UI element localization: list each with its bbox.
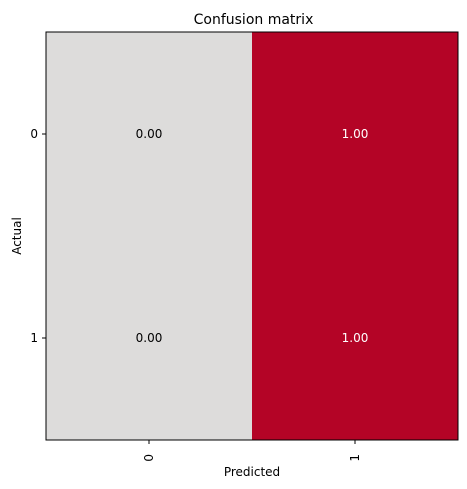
x-tick-label-1: 1 xyxy=(348,454,362,462)
heatmap-cell-r1-c0 xyxy=(46,236,252,440)
y-tick-label-1: 1 xyxy=(30,331,38,345)
x-tick-label-0: 0 xyxy=(142,454,156,462)
y-axis-label: Actual xyxy=(10,217,24,255)
cell-value-label-r1-c0: 0.00 xyxy=(136,331,163,345)
heatmap-cell-r0-c1 xyxy=(252,32,458,236)
cell-value-label-r1-c1: 1.00 xyxy=(342,331,369,345)
heatmap-cell-r0-c0 xyxy=(46,32,252,236)
heatmap-cell-labels: 0.00 1.00 0.00 1.00 xyxy=(136,127,369,345)
y-axis-ticks: 01 xyxy=(30,127,46,345)
x-axis-label: Predicted xyxy=(224,465,280,479)
cell-value-label-r0-c0: 0.00 xyxy=(136,127,163,141)
heatmap-cells xyxy=(46,32,458,440)
heatmap-cell-r1-c1 xyxy=(252,236,458,440)
cell-value-label-r0-c1: 1.00 xyxy=(342,127,369,141)
y-tick-label-0: 0 xyxy=(30,127,38,141)
chart-title: Confusion matrix xyxy=(194,12,314,28)
plot-frame xyxy=(45,31,459,441)
